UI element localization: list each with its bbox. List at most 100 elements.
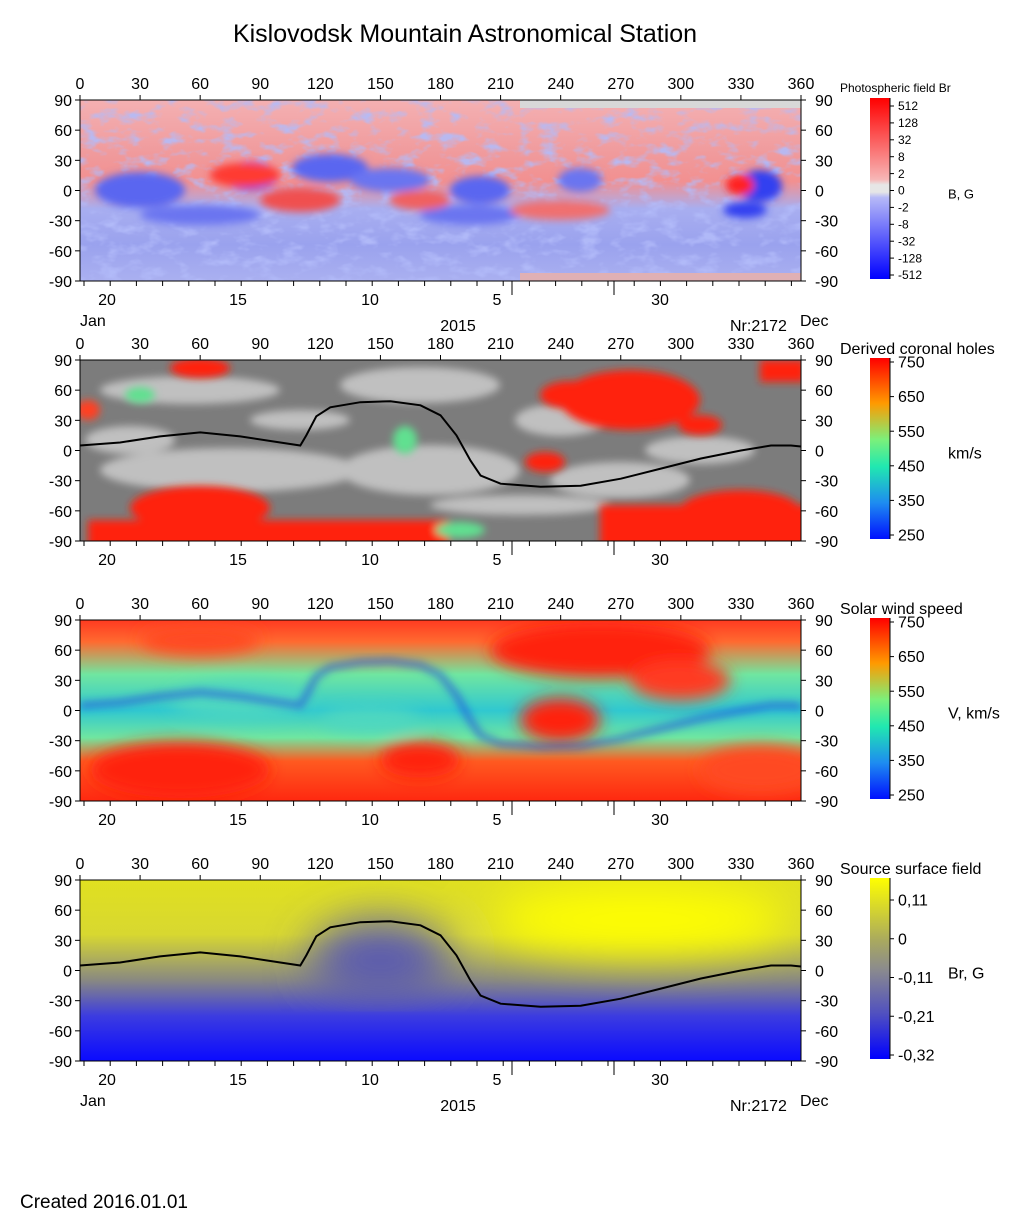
y-tick-label-left: 0 bbox=[63, 704, 72, 721]
y-tick-label-left: 0 bbox=[63, 444, 72, 461]
colorbar-tick-label: -8 bbox=[898, 218, 909, 232]
date-tick-label: 10 bbox=[361, 812, 379, 829]
y-tick-label-left: 0 bbox=[63, 964, 72, 981]
x-tick-label: 120 bbox=[307, 596, 334, 613]
x-tick-label: 360 bbox=[788, 336, 815, 353]
y-tick-label-left: -90 bbox=[49, 794, 72, 811]
x-tick-label: 240 bbox=[547, 76, 574, 93]
y-tick-label-left: 90 bbox=[54, 93, 72, 110]
x-tick-label: 180 bbox=[427, 76, 454, 93]
x-tick-label: 240 bbox=[547, 336, 574, 353]
y-tick-label-left: 30 bbox=[54, 153, 72, 170]
y-tick-label-left: 30 bbox=[54, 673, 72, 690]
date-tick-label: 20 bbox=[98, 812, 116, 829]
date-tick-label: 10 bbox=[361, 292, 379, 309]
colorbar-tick-label: -0,11 bbox=[898, 970, 933, 987]
colorbar-tick-label: 350 bbox=[898, 753, 925, 770]
y-tick-label-left: 30 bbox=[54, 413, 72, 430]
colorbar-title: Derived coronal holes bbox=[840, 341, 995, 358]
x-tick-label: 270 bbox=[607, 856, 634, 873]
y-tick-label-left: -90 bbox=[49, 534, 72, 551]
colorbar-title: Source surface field bbox=[840, 861, 981, 878]
x-tick-label: 330 bbox=[728, 76, 755, 93]
y-tick-label-left: 60 bbox=[54, 383, 72, 400]
y-tick-label-left: 60 bbox=[54, 903, 72, 920]
date-tick-label: 10 bbox=[361, 1072, 379, 1089]
colorbar-tick-label: 650 bbox=[898, 649, 925, 666]
panel-source-surface-field bbox=[80, 880, 801, 1061]
rotation-label: Nr:2172 bbox=[730, 318, 787, 335]
date-tick-label: 5 bbox=[493, 812, 502, 829]
x-tick-label: 210 bbox=[487, 336, 514, 353]
x-tick-label: 120 bbox=[307, 336, 334, 353]
colorbar-tick-label: 2 bbox=[898, 167, 905, 181]
colorbar-unit-label: Br, G bbox=[948, 966, 984, 983]
date-tick-label: 10 bbox=[361, 552, 379, 569]
colorbar-tick-label: 0,11 bbox=[898, 893, 928, 910]
x-tick-label: 270 bbox=[607, 76, 634, 93]
date-tick-label: 15 bbox=[229, 292, 247, 309]
x-tick-label: 330 bbox=[728, 596, 755, 613]
y-tick-label-right: 30 bbox=[815, 153, 833, 170]
created-date: Created 2016.01.01 bbox=[20, 1192, 188, 1213]
y-tick-label-right: -30 bbox=[815, 474, 838, 491]
x-tick-label: 300 bbox=[667, 596, 694, 613]
date-tick-label: 5 bbox=[493, 1072, 502, 1089]
colorbar-tick-label: 350 bbox=[898, 493, 925, 510]
y-tick-label-right: -60 bbox=[815, 244, 838, 261]
x-tick-label: 60 bbox=[191, 596, 209, 613]
x-tick-label: 0 bbox=[76, 336, 85, 353]
y-tick-label-left: 90 bbox=[54, 353, 72, 370]
x-tick-label: 30 bbox=[131, 336, 149, 353]
x-tick-label: 0 bbox=[76, 856, 85, 873]
y-tick-label-left: 30 bbox=[54, 933, 72, 950]
colorbar-tick-label: -32 bbox=[898, 234, 916, 248]
panel-solar-wind-speed bbox=[80, 620, 801, 801]
year-label: 2015 bbox=[440, 318, 476, 335]
y-tick-label-right: 60 bbox=[815, 643, 833, 660]
panel-photospheric-field bbox=[80, 100, 801, 281]
solar-wind-speed-map bbox=[80, 620, 801, 801]
y-tick-label-right: 30 bbox=[815, 933, 833, 950]
y-tick-label-right: 90 bbox=[815, 613, 833, 630]
y-tick-label-right: -60 bbox=[815, 764, 838, 781]
y-tick-label-right: -90 bbox=[815, 274, 838, 291]
x-tick-label: 360 bbox=[788, 596, 815, 613]
x-tick-label: 150 bbox=[367, 76, 394, 93]
colorbar-title: Photospheric field Br bbox=[840, 81, 951, 95]
x-tick-label: 150 bbox=[367, 596, 394, 613]
y-tick-label-right: 0 bbox=[815, 184, 824, 201]
date-tick-label: 15 bbox=[229, 552, 247, 569]
x-tick-label: 300 bbox=[667, 76, 694, 93]
date-tick-label: 30 bbox=[651, 552, 669, 569]
x-tick-label: 210 bbox=[487, 76, 514, 93]
y-tick-label-left: -30 bbox=[49, 214, 72, 231]
y-tick-label-left: -90 bbox=[49, 1054, 72, 1071]
neutral-line-coronal bbox=[80, 400, 801, 488]
colorbar-tick-label: 750 bbox=[898, 355, 925, 372]
x-tick-label: 0 bbox=[76, 76, 85, 93]
colorbar-tick-label: 450 bbox=[898, 718, 925, 735]
y-tick-label-right: -30 bbox=[815, 734, 838, 751]
colorbar-tick-label: 0 bbox=[898, 184, 905, 198]
colorbar-tick-label: -2 bbox=[898, 201, 909, 215]
y-tick-label-right: 30 bbox=[815, 413, 833, 430]
source-surface-field-map bbox=[80, 880, 801, 1061]
y-tick-label-left: -60 bbox=[49, 1024, 72, 1041]
x-tick-label: 210 bbox=[487, 856, 514, 873]
x-tick-label: 180 bbox=[427, 596, 454, 613]
colorbar-tick-label: 0 bbox=[898, 931, 907, 948]
year-label: 2015 bbox=[440, 1098, 476, 1115]
coronal-holes-map bbox=[80, 360, 801, 541]
colorbar-title: Solar wind speed bbox=[840, 601, 963, 618]
y-tick-label-right: -90 bbox=[815, 1054, 838, 1071]
y-tick-label-right: -30 bbox=[815, 214, 838, 231]
y-tick-label-right: 60 bbox=[815, 383, 833, 400]
colorbar-tick-label: 650 bbox=[898, 389, 925, 406]
x-tick-label: 60 bbox=[191, 856, 209, 873]
colorbar-unit-label: V, km/s bbox=[948, 706, 1000, 723]
